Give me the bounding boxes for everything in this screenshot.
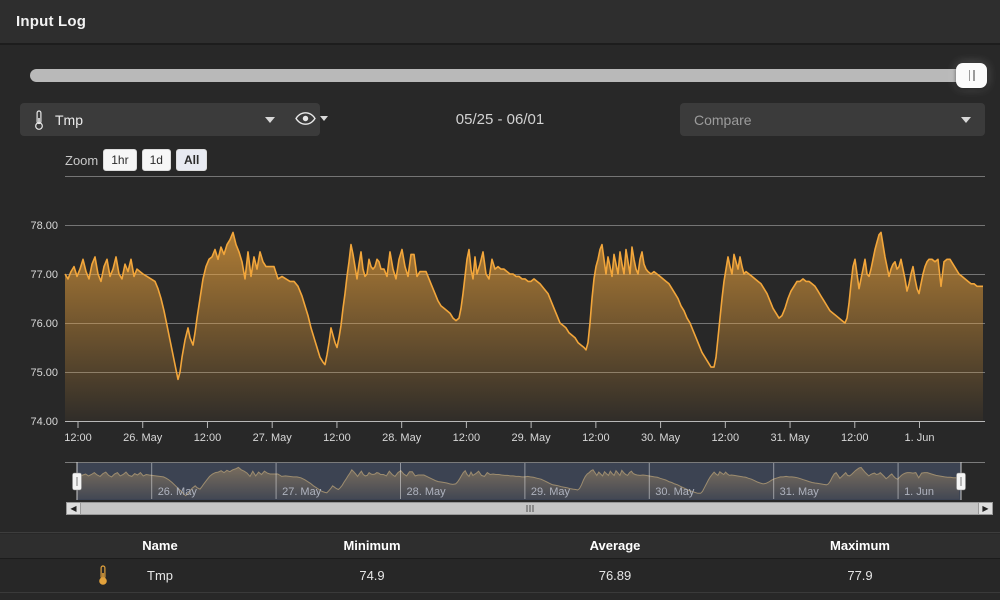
x-axis-label: 12:00: [453, 432, 481, 444]
y-axis-label: 76.00: [30, 318, 58, 330]
cell-maximum: 77.9: [847, 568, 872, 583]
x-axis-label: 1. Jun: [905, 432, 935, 444]
x-axis-label: 31. May: [770, 432, 810, 444]
navigator-date-label: 29. May: [531, 486, 571, 498]
x-axis-label: 27. May: [253, 432, 293, 444]
cell-name: Tmp: [147, 568, 173, 583]
y-axis-label: 75.00: [30, 367, 58, 379]
x-axis-label: 26. May: [123, 432, 163, 444]
main-chart: 78.00 77.00 76.00 75.00 74.00 12:00 26. May 12:…: [30, 176, 985, 444]
navigator-scrollbar-track[interactable]: ◀ ▶: [66, 502, 993, 515]
column-header-minimum: Minimum: [343, 538, 400, 553]
navigator-date-label: 1. Jun: [904, 486, 934, 498]
scroll-right-arrow-icon[interactable]: ▶: [978, 503, 992, 514]
cell-average: 76.89: [599, 568, 632, 583]
x-axis-label: 28. May: [382, 432, 422, 444]
x-axis-label: 29. May: [512, 432, 552, 444]
navigator-date-label: 27. May: [282, 486, 322, 498]
navigator-selected-range[interactable]: [77, 463, 961, 500]
x-axis-label: 12:00: [323, 432, 351, 444]
navigator-date-label: 26. May: [158, 486, 198, 498]
y-axis-label: 78.00: [30, 220, 58, 232]
x-axis-label: 12:00: [64, 432, 92, 444]
column-header-name: Name: [142, 538, 177, 553]
scrollbar-grip-icon[interactable]: [526, 505, 533, 512]
navigator[interactable]: 26. May 27. May 28. May 29. May 30. May 31. M…: [65, 462, 985, 500]
y-axis-label: 74.00: [30, 416, 58, 428]
table-row: Tmp 74.9 76.89 77.9: [0, 559, 1000, 593]
thermometer-icon: [98, 565, 108, 585]
navigator-date-label: 28. May: [406, 486, 446, 498]
navigator-date-label: 31. May: [780, 486, 820, 498]
scroll-left-arrow-icon[interactable]: ◀: [67, 503, 81, 514]
cell-minimum: 74.9: [359, 568, 384, 583]
x-axis-label: 12:00: [582, 432, 610, 444]
x-axis-label: 12:00: [712, 432, 740, 444]
navigator-date-label: 30. May: [655, 486, 695, 498]
x-axis-label: 30. May: [641, 432, 681, 444]
chart-plot-area[interactable]: [65, 176, 985, 421]
y-axis-label: 77.00: [30, 269, 58, 281]
table-top-divider: [0, 532, 1000, 533]
x-axis-label: 12:00: [194, 432, 222, 444]
temperature-chart[interactable]: 78.00 77.00 76.00 75.00 74.00 12:00 26. May 12:…: [0, 0, 1000, 530]
column-header-average: Average: [590, 538, 641, 553]
x-axis-label: 12:00: [841, 432, 869, 444]
stats-table-header: Name Minimum Average Maximum: [0, 534, 1000, 559]
column-header-maximum: Maximum: [830, 538, 890, 553]
